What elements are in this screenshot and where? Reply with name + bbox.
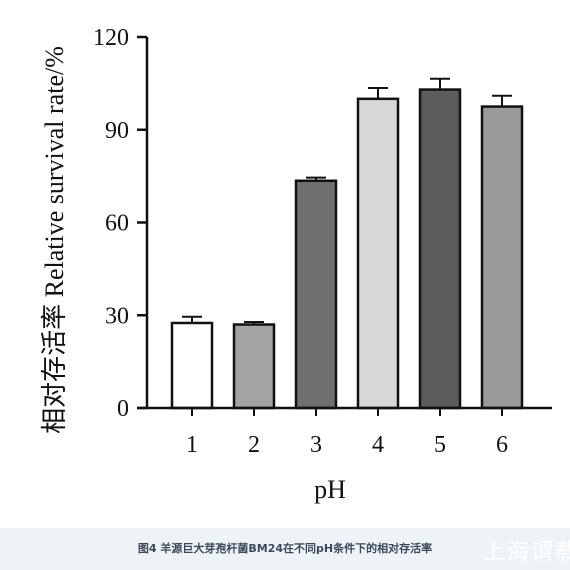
bar-ph-3 xyxy=(294,179,338,410)
error-bar-ph-2 xyxy=(244,321,264,325)
y-axis-title: 相对存活率 Relative survival rate/% xyxy=(40,46,69,434)
bar-ph-5 xyxy=(418,88,462,410)
bars-layer xyxy=(170,88,524,410)
bar-ph-1 xyxy=(170,321,214,410)
caption-band: 图4 羊源巨大芽孢杆菌BM24在不同pH条件下的相对存活率 上海谓载 xyxy=(0,528,570,570)
error-bar-ph-6 xyxy=(492,94,512,107)
watermark: 上海谓载 xyxy=(483,540,570,565)
x-tick-label: 5 xyxy=(434,432,446,458)
error-bars-layer xyxy=(182,77,512,325)
y-ticks: 0 30 60 90 120 xyxy=(93,25,147,422)
y-tick-label: 30 xyxy=(105,303,129,329)
y-tick-label: 0 xyxy=(117,396,129,422)
x-tick-label: 2 xyxy=(248,432,260,458)
error-bar-ph-3 xyxy=(306,176,326,181)
x-tick-label: 4 xyxy=(372,432,384,458)
y-tick-label: 90 xyxy=(105,118,129,144)
y-tick-label: 60 xyxy=(105,211,129,237)
bar-ph-4 xyxy=(356,97,400,410)
error-bar-ph-4 xyxy=(368,87,388,99)
error-bar-ph-1 xyxy=(182,315,202,323)
x-axis-title: pH xyxy=(314,475,346,504)
figure-caption: 图4 羊源巨大芽孢杆菌BM24在不同pH条件下的相对存活率 xyxy=(137,542,433,555)
x-tick-label: 1 xyxy=(186,432,198,458)
y-tick-label: 120 xyxy=(93,25,129,51)
bar-chart: 0 30 60 90 120 1 2 3 4 5 6 pH 相对存活率 Relative surv… xyxy=(40,25,552,504)
x-tick-label: 3 xyxy=(310,432,322,458)
bar-ph-2 xyxy=(232,323,276,410)
bar-ph-6 xyxy=(480,105,524,410)
x-tick-label: 6 xyxy=(496,432,508,458)
x-ticks: 1 2 3 4 5 6 xyxy=(186,408,508,458)
error-bar-ph-5 xyxy=(430,77,450,90)
